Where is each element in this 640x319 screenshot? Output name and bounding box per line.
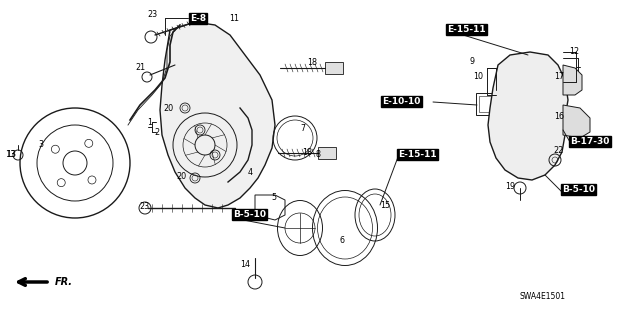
Text: 10: 10 — [473, 72, 483, 81]
Polygon shape — [563, 65, 582, 95]
Text: 3: 3 — [38, 140, 43, 149]
Text: 13: 13 — [6, 150, 16, 159]
Text: E-15-11: E-15-11 — [447, 25, 486, 34]
Polygon shape — [563, 105, 590, 138]
Text: E-8: E-8 — [190, 14, 206, 23]
Bar — [318, 147, 336, 159]
Text: 16: 16 — [554, 112, 564, 121]
Text: B-17-30: B-17-30 — [570, 137, 609, 146]
Text: 13: 13 — [5, 150, 15, 159]
Text: 2: 2 — [154, 128, 159, 137]
Text: E-8: E-8 — [190, 14, 206, 23]
Text: 7: 7 — [300, 124, 305, 133]
Text: 21: 21 — [135, 63, 145, 72]
Text: 14: 14 — [240, 260, 250, 269]
Text: 20: 20 — [176, 172, 186, 181]
Text: E-15-11: E-15-11 — [398, 150, 436, 159]
Polygon shape — [488, 52, 568, 180]
Text: B-5-10: B-5-10 — [233, 210, 266, 219]
Text: E-15-11: E-15-11 — [398, 150, 436, 159]
Text: 8: 8 — [315, 150, 320, 159]
Polygon shape — [160, 22, 275, 208]
Text: 23: 23 — [139, 202, 149, 211]
Text: 18: 18 — [307, 58, 317, 67]
Text: 17: 17 — [554, 72, 564, 81]
Text: 22: 22 — [553, 146, 563, 155]
Text: 15: 15 — [380, 201, 390, 210]
Text: B-5-10: B-5-10 — [233, 210, 266, 219]
Text: E-10-10: E-10-10 — [382, 97, 420, 106]
Text: 12: 12 — [569, 47, 579, 56]
Text: B-17-30: B-17-30 — [570, 137, 609, 146]
Text: 19: 19 — [505, 182, 515, 191]
Bar — [476, 93, 508, 115]
Text: B-5-10: B-5-10 — [562, 185, 595, 194]
Text: 11: 11 — [229, 14, 239, 23]
Bar — [479, 96, 505, 112]
Text: 6: 6 — [340, 236, 345, 245]
Text: E-10-10: E-10-10 — [382, 97, 420, 106]
Text: B-5-10: B-5-10 — [562, 185, 595, 194]
Text: 18: 18 — [302, 148, 312, 157]
Text: FR.: FR. — [55, 277, 73, 287]
Text: 20: 20 — [163, 104, 173, 113]
Text: SWA4E1501: SWA4E1501 — [519, 292, 565, 301]
Text: 1: 1 — [147, 118, 152, 127]
Text: 23: 23 — [147, 10, 157, 19]
Text: 5: 5 — [271, 193, 276, 202]
Text: 9: 9 — [469, 57, 474, 66]
Text: 4: 4 — [248, 168, 253, 177]
Text: E-15-11: E-15-11 — [447, 25, 486, 34]
Bar — [325, 62, 343, 74]
